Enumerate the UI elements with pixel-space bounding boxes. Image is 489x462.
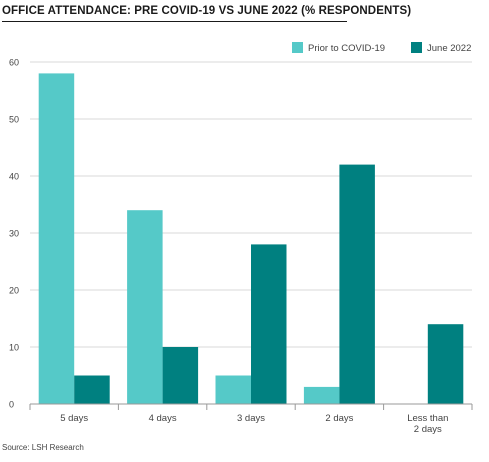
- source-note: Source: LSH Research: [2, 443, 84, 452]
- y-tick-label: 10: [9, 343, 19, 353]
- legend-swatch: [292, 42, 303, 53]
- x-axis: [29, 403, 473, 410]
- x-tick-label: 2 days: [414, 424, 442, 435]
- title-underline: [2, 21, 347, 22]
- bar-june2022: [251, 244, 287, 404]
- y-tick-label: 20: [9, 286, 19, 296]
- bar-prior: [127, 210, 163, 404]
- y-tick-label: 60: [9, 58, 19, 68]
- y-tick-label: 30: [9, 229, 19, 239]
- legend-label: Prior to COVID-19: [308, 43, 385, 54]
- legend-label: June 2022: [427, 43, 471, 54]
- bar-prior: [303, 386, 340, 404]
- x-tick-label: 4 days: [149, 413, 177, 424]
- legend: Prior to COVID-19 June 2022: [292, 42, 471, 54]
- y-tick-label: 50: [9, 115, 19, 125]
- x-tick-label: 2 days: [325, 413, 353, 424]
- bar-prior: [215, 375, 251, 404]
- x-tick-label: Less than: [407, 413, 448, 424]
- bar-june2022: [74, 375, 110, 404]
- bar-june2022: [339, 164, 375, 404]
- x-tick-label: 3 days: [237, 413, 265, 424]
- bar-prior: [38, 73, 75, 405]
- y-tick-label: 40: [9, 172, 19, 182]
- legend-swatch: [411, 42, 422, 53]
- y-tick-label: 0: [9, 400, 14, 410]
- bars: [38, 73, 464, 405]
- x-tick-label: 5 days: [60, 413, 88, 424]
- bar-june2022: [162, 347, 199, 404]
- chart-title: OFFICE ATTENDANCE: PRE COVID-19 VS JUNE …: [2, 5, 412, 17]
- bar-june2022: [427, 324, 464, 404]
